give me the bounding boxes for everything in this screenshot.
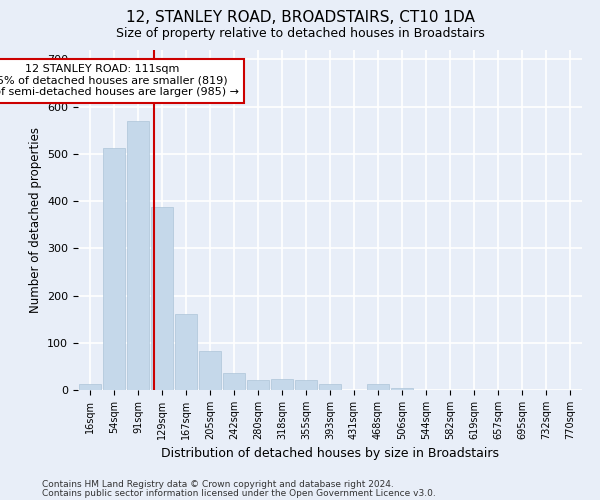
Bar	[271, 378, 293, 390]
Text: 12 STANLEY ROAD: 111sqm
← 45% of detached houses are smaller (819)
54% of semi-d: 12 STANLEY ROAD: 111sqm ← 45% of detache…	[0, 64, 239, 98]
Bar	[127, 121, 149, 390]
Bar	[391, 388, 413, 390]
X-axis label: Distribution of detached houses by size in Broadstairs: Distribution of detached houses by size …	[161, 448, 499, 460]
Bar	[79, 384, 101, 390]
Bar	[103, 148, 125, 390]
Text: Contains HM Land Registry data © Crown copyright and database right 2024.: Contains HM Land Registry data © Crown c…	[42, 480, 394, 489]
Bar	[367, 384, 389, 390]
Bar	[247, 380, 269, 390]
Bar	[151, 207, 173, 390]
Y-axis label: Number of detached properties: Number of detached properties	[29, 127, 41, 313]
Bar	[295, 380, 317, 390]
Bar	[223, 374, 245, 390]
Text: Contains public sector information licensed under the Open Government Licence v3: Contains public sector information licen…	[42, 490, 436, 498]
Bar	[175, 314, 197, 390]
Bar	[319, 384, 341, 390]
Bar	[199, 351, 221, 390]
Text: Size of property relative to detached houses in Broadstairs: Size of property relative to detached ho…	[116, 28, 484, 40]
Text: 12, STANLEY ROAD, BROADSTAIRS, CT10 1DA: 12, STANLEY ROAD, BROADSTAIRS, CT10 1DA	[125, 10, 475, 25]
